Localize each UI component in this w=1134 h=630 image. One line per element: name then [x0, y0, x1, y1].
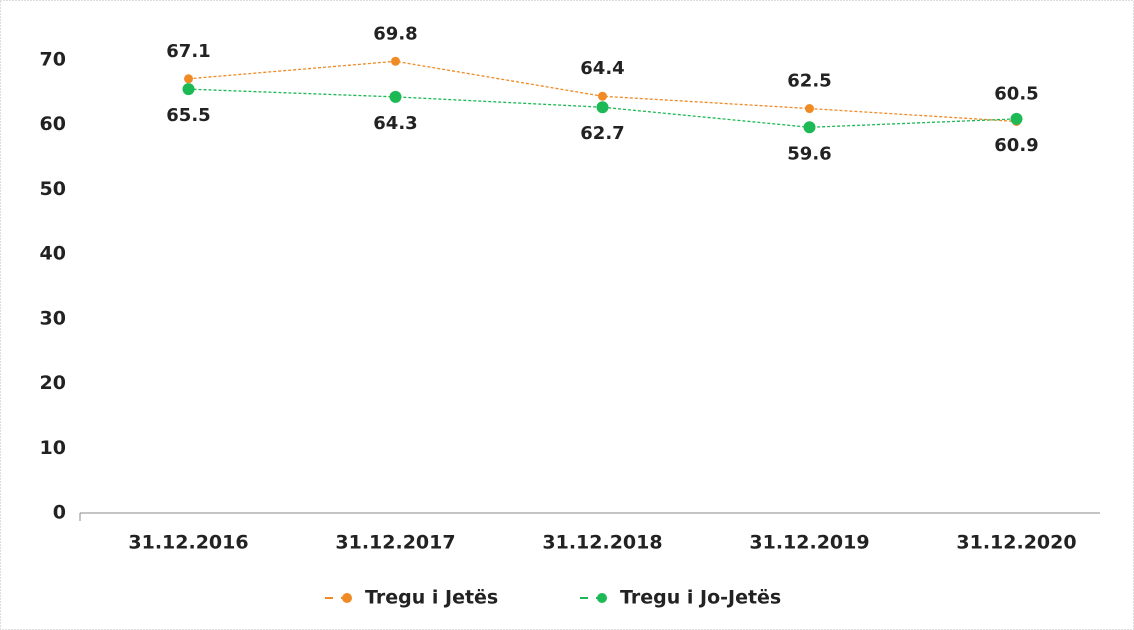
y-tick-label: 70	[40, 49, 66, 71]
legend-label: Tregu i Jo-Jetës	[620, 587, 781, 609]
y-tick-label: 10	[40, 437, 66, 459]
data-label: 67.1	[166, 41, 210, 62]
x-tick-label: 31.12.2016	[128, 532, 248, 554]
y-tick-label: 0	[53, 502, 66, 524]
data-label: 62.5	[787, 71, 831, 92]
y-tick-label: 30	[40, 307, 66, 329]
data-point	[598, 91, 607, 101]
data-label: 69.8	[373, 23, 417, 44]
y-tick-label: 40	[40, 243, 66, 265]
data-label: 60.5	[994, 83, 1038, 104]
x-tick-label: 31.12.2019	[749, 532, 869, 554]
legend-label: Tregu i Jetës	[365, 587, 498, 609]
data-point	[803, 121, 816, 134]
x-tick-label: 31.12.2018	[542, 532, 662, 554]
data-point	[389, 90, 402, 103]
x-tick-label: 31.12.2017	[335, 532, 455, 554]
y-tick-label: 20	[40, 372, 66, 394]
data-label: 65.5	[166, 105, 210, 126]
data-point	[596, 101, 609, 114]
data-label: 60.9	[994, 135, 1038, 156]
data-point	[1010, 112, 1023, 125]
y-tick-label: 50	[40, 178, 66, 200]
y-tick-label: 60	[40, 113, 66, 135]
data-point	[391, 56, 400, 66]
data-point	[805, 104, 814, 114]
legend-dot	[342, 593, 352, 603]
legend-dot	[597, 593, 607, 603]
data-label: 64.3	[373, 113, 417, 134]
data-label: 62.7	[580, 123, 624, 144]
data-point	[182, 83, 195, 96]
data-label: 64.4	[580, 58, 624, 79]
data-label: 59.6	[787, 143, 831, 164]
series-line	[188, 88, 1017, 128]
x-tick-label: 31.12.2020	[956, 532, 1076, 554]
data-point	[184, 74, 193, 84]
